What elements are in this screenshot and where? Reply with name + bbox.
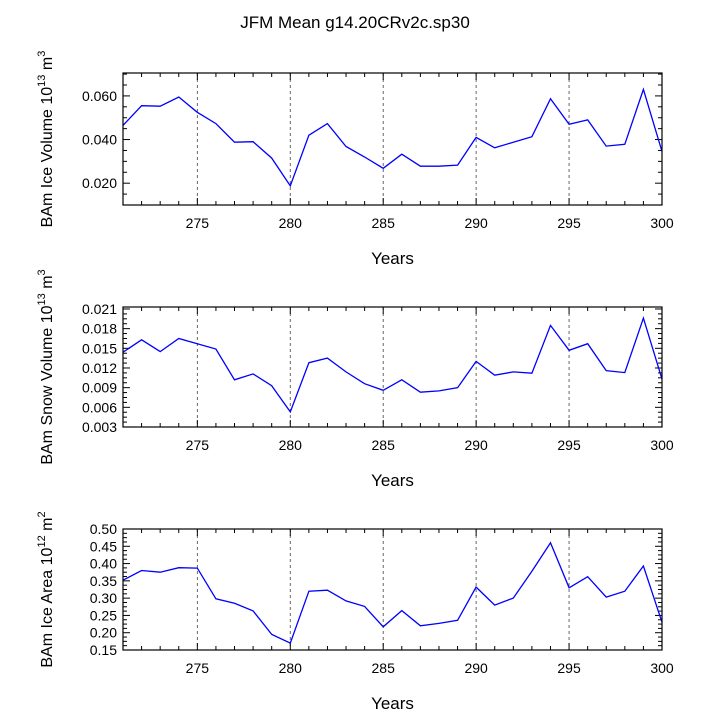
y-tick-label: 0.060: [82, 88, 117, 104]
y-tick-label: 0.35: [90, 573, 117, 589]
x-tick-label: 300: [650, 437, 674, 453]
y-tick-label: 0.25: [90, 607, 117, 623]
x-tick-label: 295: [557, 215, 581, 231]
plot-frame: [122, 528, 663, 651]
x-tick-label: 280: [279, 660, 303, 676]
x-tick-label: 275: [186, 660, 210, 676]
y-axis-label: BAm Snow Volume 1013 m3: [36, 269, 56, 464]
y-tick-label: 0.30: [90, 590, 117, 606]
x-tick-label: 290: [464, 215, 488, 231]
x-tick-label: 300: [650, 660, 674, 676]
y-tick-label: 0.003: [82, 419, 117, 435]
panel-ice-area: 275 280 285 290 295 3000.150.200.250.300.350.…: [36, 511, 674, 710]
data-line-ice-volume: [122, 87, 663, 188]
y-axis-label: BAm Ice Volume 1013 m3: [36, 51, 56, 228]
x-axis-label: Years: [371, 471, 414, 490]
data-line-snow-volume: [122, 315, 663, 414]
y-tick-label: 0.45: [90, 538, 117, 554]
x-tick-label: 275: [186, 437, 210, 453]
y-tick-label: 0.009: [82, 380, 117, 396]
x-tick-label: 285: [372, 437, 396, 453]
x-tick-label: 295: [557, 660, 581, 676]
x-tick-label: 290: [464, 660, 488, 676]
y-tick-label: 0.021: [82, 301, 117, 317]
x-tick-label: 285: [372, 660, 396, 676]
panel-ice-volume: 275 280 285 290 295 300 0.020 0.040 0.060 Years BA…: [36, 51, 674, 268]
y-tick-label: 0.015: [82, 340, 117, 356]
x-tick-label: 285: [372, 215, 396, 231]
x-tick-label: 275: [186, 215, 210, 231]
x-axis-label: Years: [371, 694, 414, 710]
data-line-ice-area: [122, 541, 663, 644]
plot-frame: [122, 306, 663, 428]
chart-title: JFM Mean g14.20CRv2c.sp30: [240, 13, 470, 32]
y-tick-label: 0.50: [90, 521, 117, 537]
x-tick-label: 300: [650, 215, 674, 231]
y-tick-label: 0.15: [90, 642, 117, 658]
y-tick-label: 0.040: [82, 132, 117, 148]
y-tick-label: 0.40: [90, 556, 117, 572]
x-tick-label: 280: [279, 437, 303, 453]
y-tick-label: 0.018: [82, 321, 117, 337]
x-axis-label: Years: [371, 249, 414, 268]
y-axis-label: BAm Ice Area 1012 m2: [36, 511, 56, 667]
panel-snow-volume: 275 280 285 290 295 300 0.003 0.006 0.009 0.012 0.…: [36, 269, 674, 490]
x-tick-label: 280: [279, 215, 303, 231]
y-tick-label: 0.20: [90, 625, 117, 641]
x-tick-label: 295: [557, 437, 581, 453]
x-tick-label: 290: [464, 437, 488, 453]
plot-frame: [122, 72, 663, 206]
y-tick-label: 0.006: [82, 399, 117, 415]
y-tick-label: 0.012: [82, 360, 117, 376]
y-tick-label: 0.020: [82, 175, 117, 191]
